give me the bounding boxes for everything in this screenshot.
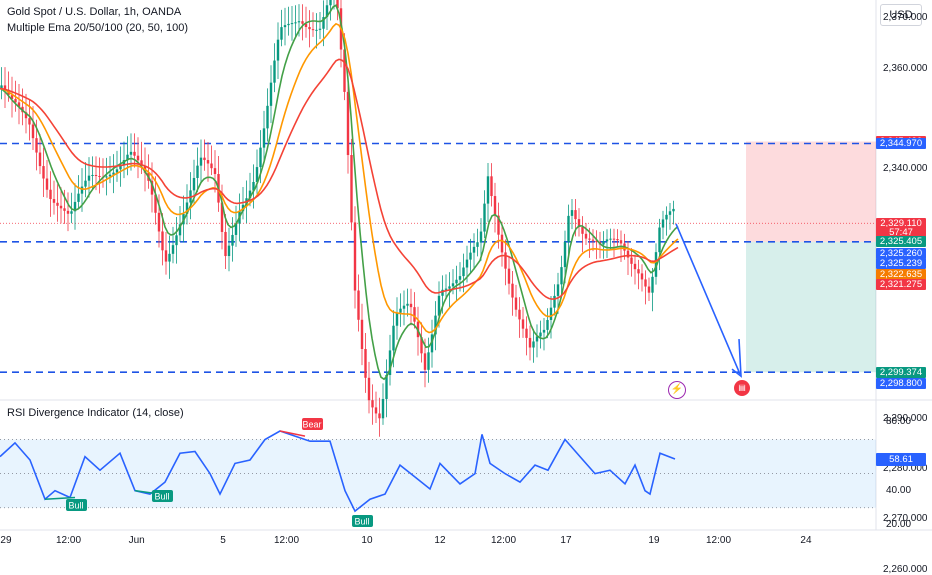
take-profit-zone[interactable] [746, 241, 876, 373]
time-tick-label: 17 [560, 535, 572, 546]
price-tick-label: 2,260.000 [883, 563, 928, 575]
candlesticks[interactable] [0, 0, 675, 437]
price-tag: 2,325.405 [876, 236, 926, 248]
price-tag: 2,321.275 [876, 279, 926, 291]
price-tag: 2,325.260 [876, 247, 926, 259]
bull-badge: Bull [352, 515, 373, 527]
rsi-tick-label: 20.00 [886, 518, 912, 530]
ema-50-line[interactable] [0, 22, 679, 334]
price-tag: 2,329.110 [876, 217, 926, 229]
price-tag: 2,344.970 [876, 138, 926, 150]
ema-20-line[interactable] [0, 4, 679, 381]
rsi-current-value: 58.61 [876, 452, 926, 466]
svg-text:Bull: Bull [68, 501, 83, 511]
time-tick-label: 19 [648, 535, 660, 546]
bear-divergence-line [279, 430, 306, 437]
rsi-band [0, 439, 876, 508]
time-tick-label: Jun [128, 535, 145, 546]
price-tick-label: 2,290.000 [883, 413, 928, 425]
price-tag: 2,322.635 [876, 268, 926, 280]
time-tick-label: 5 [220, 535, 226, 546]
rsi-legend[interactable]: RSI Divergence Indicator (14, close) [7, 407, 184, 419]
ema-legend[interactable]: Multiple Ema 20/50/100 (20, 50, 100) [7, 22, 189, 34]
svg-text:Bull: Bull [354, 517, 369, 527]
time-tick-label: 12:00 [56, 535, 82, 546]
price-tag: 2,325.239 [876, 258, 926, 270]
bull-badge: Bull [66, 499, 87, 511]
us-flag-icon[interactable]: ▤ [734, 380, 750, 396]
price-tag: 57:47 [876, 227, 926, 239]
rsi-tick-label: 80.00 [886, 416, 912, 428]
lightning-icon[interactable]: ⚡ [668, 381, 686, 399]
rsi-line[interactable] [0, 430, 676, 513]
price-tick-label: 2,360.000 [883, 62, 928, 74]
projection-arrow[interactable] [675, 223, 741, 375]
svg-text:Bull: Bull [154, 492, 169, 502]
time-tick-label: 12:00 [274, 535, 300, 546]
price-tag: 2,298.800 [876, 377, 926, 389]
rsi-tick-label: 40.00 [886, 484, 912, 496]
price-tag: 2,299.374 [876, 366, 926, 378]
price-tick-label: 2,280.000 [883, 463, 928, 475]
price-tick-label: 2,270.000 [883, 513, 928, 525]
time-tick-label: 24 [800, 535, 812, 546]
svg-text:Bear: Bear [302, 420, 321, 430]
time-tick-label: 10 [361, 535, 373, 546]
currency-button[interactable]: USD [880, 4, 922, 26]
time-tick-label: 12 [434, 535, 446, 546]
time-tick-label: 29 [0, 535, 12, 546]
symbol-legend[interactable]: Gold Spot / U.S. Dollar, 1h, OANDA [7, 6, 182, 18]
arrow-head-icon [731, 338, 742, 378]
time-tick-label: 12:00 [491, 535, 517, 546]
bull-badge: Bull [152, 490, 173, 502]
stop-loss-zone[interactable] [746, 141, 876, 242]
bear-badge: Bear [302, 418, 323, 430]
ema-100-line[interactable] [0, 58, 679, 300]
time-tick-label: 12:00 [706, 535, 732, 546]
chart-canvas[interactable]: Bull Bull Bull Bear [0, 0, 932, 550]
price-tick-label: 2,370.000 [883, 12, 928, 24]
bull-divergence-line [44, 496, 76, 500]
price-tick-label: 2,340.000 [883, 162, 928, 174]
